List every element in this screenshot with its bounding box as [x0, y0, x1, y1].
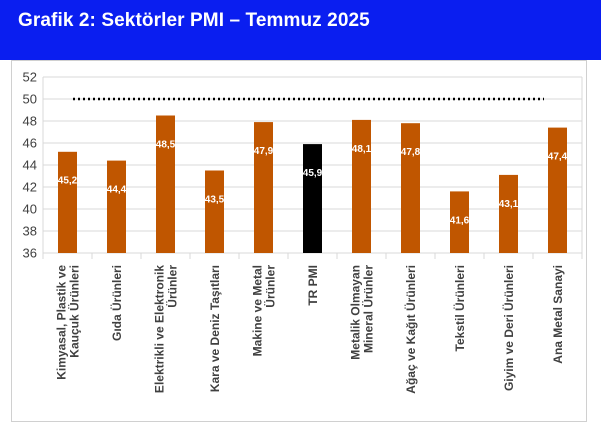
category-label-line: Gıda Ürünleri [109, 265, 124, 341]
y-tick-label: 40 [23, 202, 37, 217]
category-label-line: Kauçuk Ürünleri [67, 265, 82, 358]
category-label-line: Ürünler [263, 265, 278, 308]
y-tick-label: 46 [23, 136, 37, 151]
category-label-line: Giyim ve Deri Ürünleri [501, 265, 516, 391]
x-axis-category-labels: Kimyasal, Plastik ve Kauçuk Ürünleri Gıda … [55, 265, 566, 394]
data-label: 45,2 [58, 176, 78, 187]
category-label-5: Makine ve Metal Ürünler [251, 265, 278, 357]
data-label: 45,9 [303, 168, 323, 179]
data-label: 41,6 [450, 215, 470, 226]
bar-3 [156, 115, 175, 253]
category-label-1: Kimyasal, Plastik ve Kauçuk Ürünleri [55, 265, 82, 380]
category-label-line: Elektrikli ve Elektronik [153, 265, 167, 393]
chart-title: Grafik 2: Sektörler PMI – Temmuz 2025 [18, 10, 370, 31]
bar-8 [401, 123, 420, 253]
category-label-line: Ürünler [165, 265, 180, 308]
y-tick-label: 50 [23, 92, 37, 107]
bar-7 [352, 119, 371, 254]
data-label: 43,1 [499, 199, 519, 210]
category-label-8: Ağaç ve Kağıt Ürünleri [403, 265, 418, 394]
bars [58, 115, 567, 254]
category-label-line: Ağaç ve Kağıt Ürünleri [403, 265, 418, 394]
data-label: 48,1 [352, 144, 372, 155]
category-label-line: Makine ve Metal [251, 265, 265, 356]
bar-6 [303, 144, 322, 253]
category-label-10: Giyim ve Deri Ürünleri [501, 265, 516, 391]
bar-1 [58, 151, 77, 253]
data-label: 47,8 [401, 147, 421, 158]
y-tick-label: 48 [23, 114, 37, 129]
bar-11 [548, 127, 567, 253]
bar-2 [107, 160, 126, 253]
category-label-7: Metalik Olmayan Mineral Ürünler [349, 265, 376, 360]
data-label: 47,9 [254, 146, 274, 157]
data-label: 48,5 [156, 139, 176, 150]
bar-9 [450, 191, 469, 253]
category-label-line: Kimyasal, Plastik ve [55, 265, 69, 380]
y-tick-label: 42 [23, 180, 37, 195]
y-axis-ticks: 36 38 40 42 44 46 48 50 52 [23, 70, 37, 261]
title-banner: Grafik 2: Sektörler PMI – Temmuz 2025 [0, 0, 601, 60]
bar-5 [254, 122, 273, 253]
bar-10 [499, 174, 518, 253]
category-label-3: Elektrikli ve Elektronik Ürünler [153, 265, 180, 393]
category-label-6: TR PMI [306, 265, 320, 306]
category-label-line: Metalik Olmayan [349, 265, 363, 360]
category-label-line: Mineral Ürünler [361, 265, 376, 353]
y-tick-label: 36 [23, 246, 37, 261]
y-tick-label: 52 [23, 70, 37, 85]
data-label: 43,5 [205, 194, 225, 205]
category-label-9: Tekstil Ürünleri [452, 265, 467, 351]
category-label-4: Kara ve Deniz Taşıtları [208, 265, 222, 392]
category-label-line: Kara ve Deniz Taşıtları [208, 265, 222, 392]
data-label: 44,4 [107, 185, 127, 196]
category-label-line: TR PMI [306, 265, 320, 306]
data-label: 47,4 [548, 152, 568, 163]
y-tick-label: 44 [23, 158, 37, 173]
bar-4 [205, 170, 224, 253]
category-label-line: Tekstil Ürünleri [452, 265, 467, 351]
data-labels: 45,2 44,4 48,5 43,5 47,9 45,9 48,1 47,8 41,6 43,1… [58, 139, 568, 226]
category-label-line: Ana Metal Sanayi [551, 265, 565, 364]
y-tick-label: 38 [23, 224, 37, 239]
category-label-2: Gıda Ürünleri [109, 265, 124, 341]
category-label-11: Ana Metal Sanayi [551, 265, 565, 364]
